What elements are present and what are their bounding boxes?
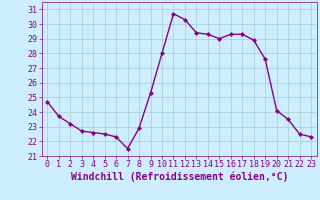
X-axis label: Windchill (Refroidissement éolien,°C): Windchill (Refroidissement éolien,°C) <box>70 172 288 182</box>
